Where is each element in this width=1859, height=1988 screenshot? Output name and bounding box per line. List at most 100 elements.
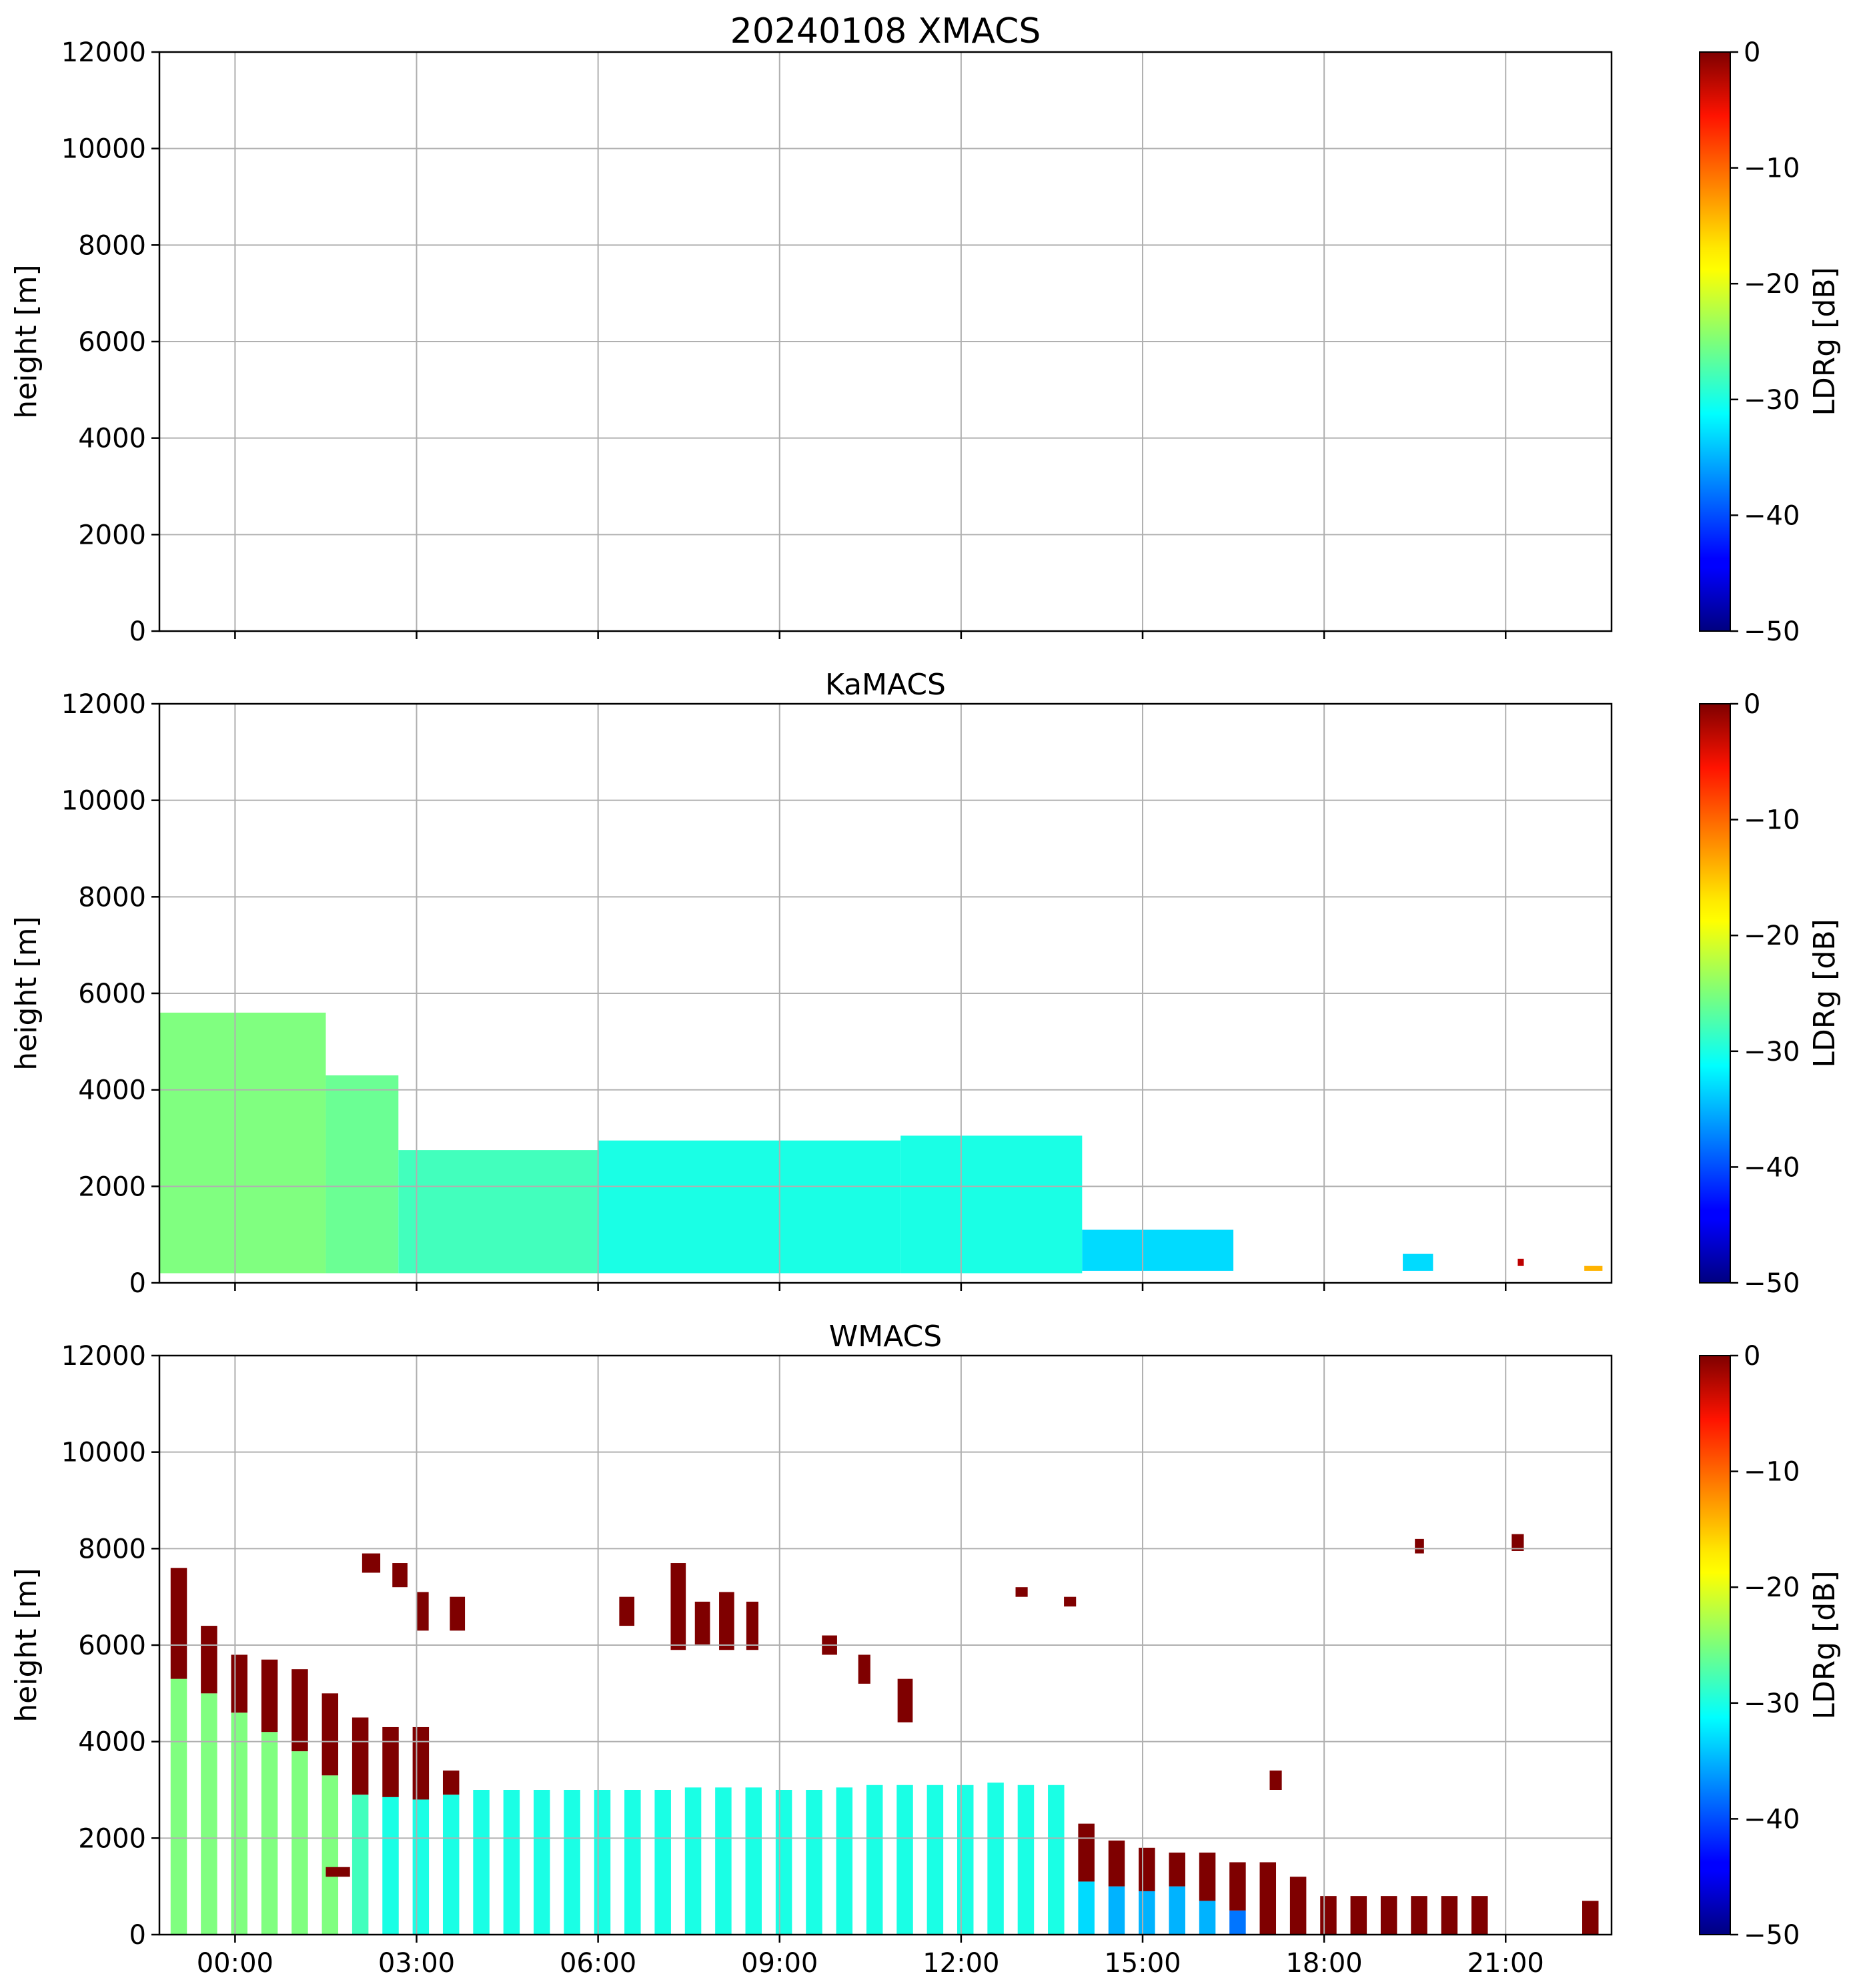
ldr-stripe-high-40	[1380, 1896, 1397, 1935]
ldr-stripe-high-32	[1139, 1847, 1155, 1891]
y-tick-label-3: 6000	[78, 327, 146, 358]
ldr-region-0	[159, 1012, 326, 1274]
ldr-stripe-low-10	[473, 1790, 490, 1935]
colorbar-tick-label-2-0: 0	[1744, 1341, 1760, 1372]
ldr-patch-10	[858, 1654, 870, 1684]
ldr-patch-13	[1064, 1596, 1077, 1607]
y-tick-label-6: 12000	[61, 37, 146, 68]
ldr-patch-3	[450, 1596, 466, 1631]
x-tick-label-6: 18:00	[1285, 1948, 1362, 1979]
colorbar-tick-label-0-3: −30	[1744, 385, 1800, 416]
ldr-stripe-low-23	[866, 1785, 883, 1935]
ldr-stripe-low-14	[594, 1790, 611, 1935]
colorbar-tick-label-2-3: −30	[1744, 1688, 1800, 1719]
ldr-stripe-low-6	[352, 1795, 369, 1935]
ldr-stripe-high-6	[352, 1717, 369, 1795]
colorbar-tick-label-1-1: −10	[1744, 805, 1800, 836]
ldr-stripe-low-19	[745, 1787, 762, 1935]
ldr-stripe-low-30	[1078, 1881, 1095, 1935]
colorbar-tick-label-2-2: −20	[1744, 1572, 1800, 1603]
ldr-stripe-low-26	[957, 1785, 974, 1935]
x-tick-label-3: 09:00	[741, 1948, 818, 1979]
ldr-stripe-low-1	[201, 1693, 217, 1935]
ldr-stripe-high-0	[170, 1568, 187, 1679]
y-tick-label-2: 4000	[78, 424, 146, 454]
ldr-region-2	[398, 1150, 598, 1274]
ldr-stripe-high-37	[1289, 1877, 1307, 1935]
ldr-stripe-high-34	[1199, 1853, 1216, 1901]
ldr-stripe-low-24	[896, 1785, 913, 1935]
x-tick-label-7: 21:00	[1467, 1948, 1544, 1979]
ldr-stripe-low-18	[715, 1787, 732, 1935]
y-tick-label-6: 12000	[61, 1341, 146, 1372]
ldr-patch-0	[362, 1553, 381, 1573]
ldr-stripe-high-3	[261, 1659, 278, 1732]
ldr-stripe-low-15	[624, 1790, 641, 1935]
colorbar-tick-label-0-2: −20	[1744, 269, 1800, 300]
ldr-stripe-low-31	[1108, 1886, 1125, 1935]
colorbar-tick-label-1-3: −30	[1744, 1037, 1800, 1067]
ldr-stripe-high-39	[1350, 1896, 1367, 1935]
colorbar-tick-label-0-0: 0	[1744, 37, 1760, 68]
colorbar-tick-label-0-5: −50	[1744, 616, 1800, 647]
y-axis-label-1: height [m]	[9, 916, 43, 1070]
y-tick-label-0: 0	[129, 1268, 146, 1299]
ldr-stripe-low-25	[926, 1785, 944, 1935]
y-tick-label-2: 4000	[78, 1075, 146, 1106]
ldr-stripe-high-41	[1411, 1896, 1427, 1935]
ldr-patch-2	[416, 1592, 429, 1631]
colorbar-2	[1699, 1355, 1731, 1935]
colorbar-tick-label-1-5: −50	[1744, 1268, 1800, 1299]
y-axis-label-2: height [m]	[9, 1568, 43, 1722]
colorbar-tick-label-2-1: −10	[1744, 1457, 1800, 1488]
ldr-region-5	[1082, 1229, 1234, 1271]
panel-title-2: WMACS	[829, 1320, 942, 1354]
ldr-stripe-low-32	[1139, 1891, 1155, 1935]
ldr-patch-17	[326, 1867, 350, 1877]
ldr-stripe-high-36	[1259, 1862, 1277, 1935]
ldr-stripe-low-8	[412, 1799, 430, 1935]
panel-2: 0 2000 4000 6000 8000 10000 12000 00:00 03:00 06:…	[9, 1320, 1842, 1979]
ldr-stripe-low-9	[442, 1795, 460, 1935]
colorbar-label-0: LDRg [dB]	[1808, 267, 1842, 416]
ldr-stripe-low-20	[775, 1790, 792, 1935]
ldr-stripe-low-5	[322, 1775, 339, 1935]
colorbar-label-1: LDRg [dB]	[1808, 919, 1842, 1067]
ldr-patch-11	[897, 1678, 913, 1722]
ldr-stripe-high-44	[1582, 1901, 1599, 1935]
ldr-stripe-high-42	[1441, 1896, 1458, 1935]
colorbar-1	[1699, 703, 1731, 1284]
panel-title-0: 20240108 XMACS	[730, 11, 1041, 51]
ldr-stripe-low-27	[987, 1783, 1004, 1935]
colorbar-tick-label-1-0: 0	[1744, 689, 1760, 720]
ldr-stripe-low-7	[382, 1797, 399, 1935]
y-tick-label-0: 0	[129, 616, 146, 647]
x-tick-label-2: 06:00	[560, 1948, 636, 1979]
ldr-patch-4	[619, 1596, 635, 1626]
ldr-stripe-low-34	[1199, 1901, 1216, 1935]
colorbar-0	[1699, 51, 1731, 632]
ldr-stripe-low-0	[170, 1678, 187, 1935]
ldr-stripe-high-35	[1229, 1862, 1246, 1911]
colorbar-tick-label-0-1: −10	[1744, 153, 1800, 184]
ldr-patch-14	[1269, 1771, 1282, 1790]
x-tick-label-0: 00:00	[197, 1948, 273, 1979]
ldr-stripe-low-33	[1169, 1886, 1185, 1935]
ldr-stripe-high-7	[382, 1726, 399, 1797]
colorbar-tick-label-1-4: −40	[1744, 1152, 1800, 1183]
ldr-region-6	[1403, 1254, 1433, 1271]
colorbar-label-2: LDRg [dB]	[1808, 1570, 1842, 1719]
y-tick-label-1: 2000	[78, 1823, 146, 1854]
ldr-stripe-low-2	[231, 1712, 247, 1935]
ldr-stripe-high-8	[412, 1726, 430, 1800]
ldr-stripe-high-2	[231, 1654, 247, 1713]
y-tick-label-5: 10000	[61, 1438, 146, 1468]
ldr-stripe-high-38	[1320, 1896, 1337, 1935]
ldr-region-3	[598, 1140, 901, 1274]
panel-1: 0 2000 4000 6000 8000 10000 12000 height [m] KaM…	[9, 668, 1842, 1299]
y-tick-label-2: 4000	[78, 1727, 146, 1758]
ldr-stripe-high-30	[1078, 1823, 1095, 1882]
x-tick-label-5: 15:00	[1104, 1948, 1181, 1979]
y-tick-label-6: 12000	[61, 689, 146, 720]
